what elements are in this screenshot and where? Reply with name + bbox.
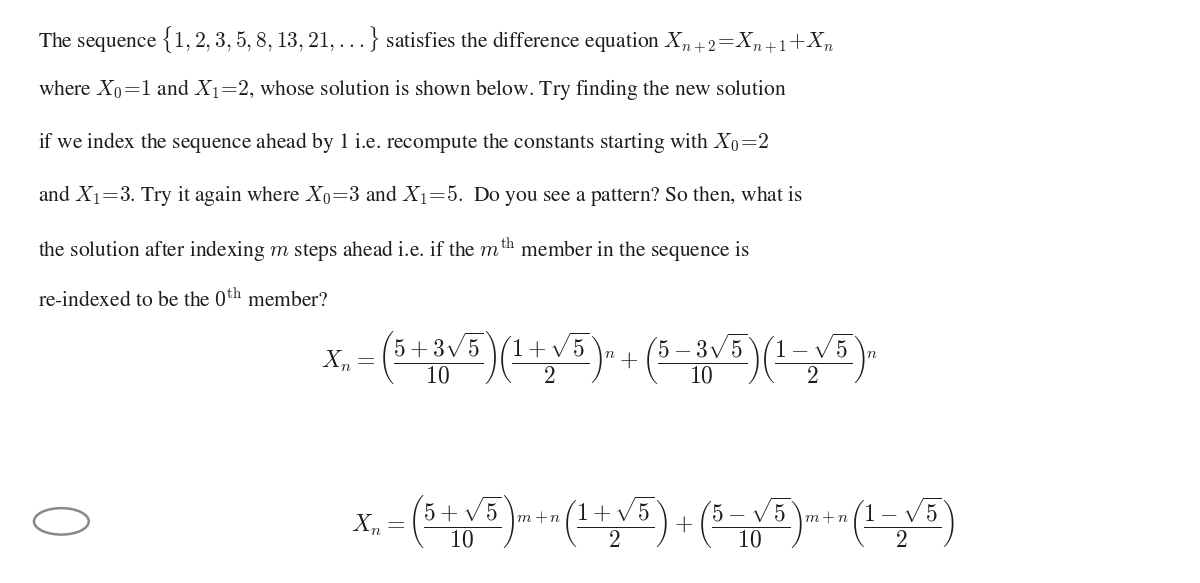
Text: if we index the sequence ahead by 1 i.e. recompute the constants starting with $: if we index the sequence ahead by 1 i.e.…: [37, 130, 769, 155]
Text: $X_n = \left(\dfrac{5 + \sqrt{5}}{10}\right)^{\!m+n}\left(\dfrac{1 + \sqrt{5}}{2: $X_n = \left(\dfrac{5 + \sqrt{5}}{10}\ri…: [352, 493, 956, 550]
Text: $X_n = \left(\dfrac{5 + 3\sqrt{5}}{10}\right)\!\left(\dfrac{1 + \sqrt{5}}{2}\rig: $X_n = \left(\dfrac{5 + 3\sqrt{5}}{10}\r…: [322, 329, 878, 386]
Text: and $X_1\!=\!3$. Try it again where $X_0\!=\!3$ and $X_1\!=\!5$.  Do you see a p: and $X_1\!=\!3$. Try it again where $X_0…: [37, 183, 803, 208]
Text: The sequence $\{1,2,3,5,8,13,21,...\}$ satisfies the difference equation $X_{n+2: The sequence $\{1,2,3,5,8,13,21,...\}$ s…: [37, 24, 834, 55]
Text: the solution after indexing $m$ steps ahead i.e. if the $m^{\mathrm{th}}$ member: the solution after indexing $m$ steps ah…: [37, 236, 750, 264]
Text: re-indexed to be the $0^{\mathrm{th}}$ member?: re-indexed to be the $0^{\mathrm{th}}$ m…: [37, 289, 329, 312]
Text: where $X_0\!=\!1$ and $X_1\!=\!2$, whose solution is shown below. Try finding th: where $X_0\!=\!1$ and $X_1\!=\!2$, whose…: [37, 77, 786, 102]
